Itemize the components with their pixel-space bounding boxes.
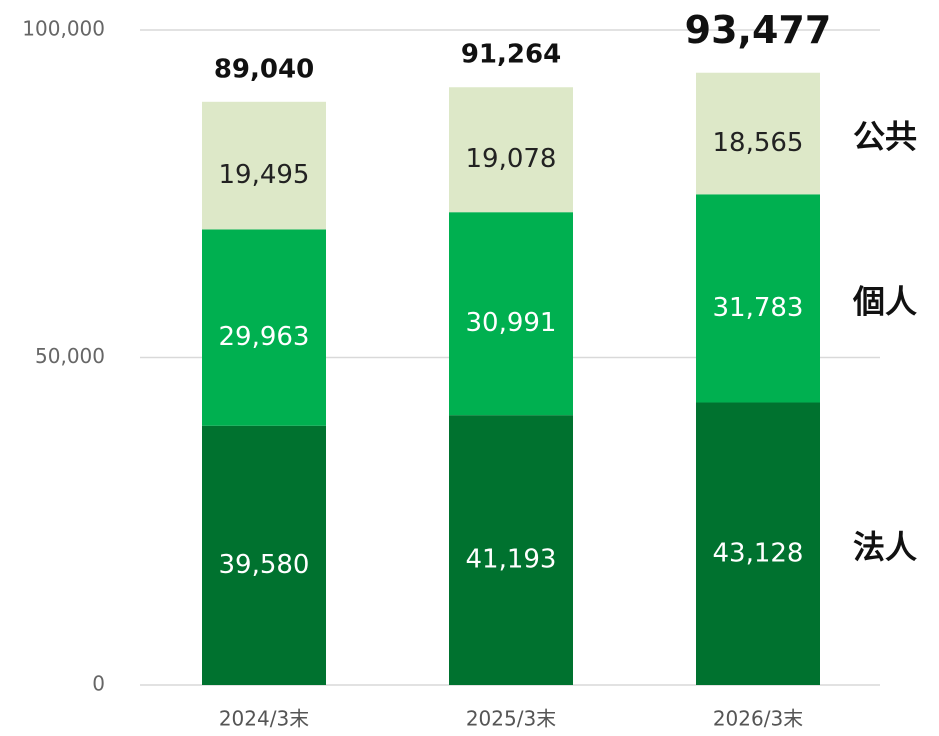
bar-segment	[449, 212, 573, 416]
y-tick-label: 100,000	[22, 17, 105, 41]
data-label: 18,565	[713, 128, 804, 158]
y-tick-label: 50,000	[35, 344, 105, 368]
x-tick-label: 2026/3末	[713, 707, 803, 731]
bar-segment	[696, 402, 820, 685]
x-tick-label: 2025/3末	[466, 707, 556, 731]
data-label: 29,963	[219, 322, 310, 352]
total-label: 93,477	[685, 8, 832, 52]
data-label: 30,991	[466, 308, 557, 338]
data-label: 31,783	[713, 293, 804, 323]
data-label: 43,128	[713, 538, 804, 568]
y-tick-label: 0	[92, 672, 105, 696]
data-label: 41,193	[466, 545, 557, 575]
legend-label: 法人	[853, 528, 917, 566]
bar-segment	[202, 101, 326, 230]
bar-segment	[202, 229, 326, 426]
data-label: 39,580	[219, 550, 310, 580]
bar-segment	[449, 87, 573, 213]
bar-segment	[696, 72, 820, 195]
legend-label: 公共	[853, 118, 917, 156]
bar-segment	[202, 425, 326, 685]
bar-segment	[449, 415, 573, 685]
x-tick-label: 2024/3末	[219, 707, 309, 731]
data-label: 19,078	[466, 144, 557, 174]
data-label: 19,495	[219, 160, 310, 190]
total-label: 89,040	[214, 54, 314, 84]
legend-label: 個人	[852, 282, 917, 320]
total-label: 91,264	[461, 40, 561, 70]
bar-segment	[696, 194, 820, 403]
